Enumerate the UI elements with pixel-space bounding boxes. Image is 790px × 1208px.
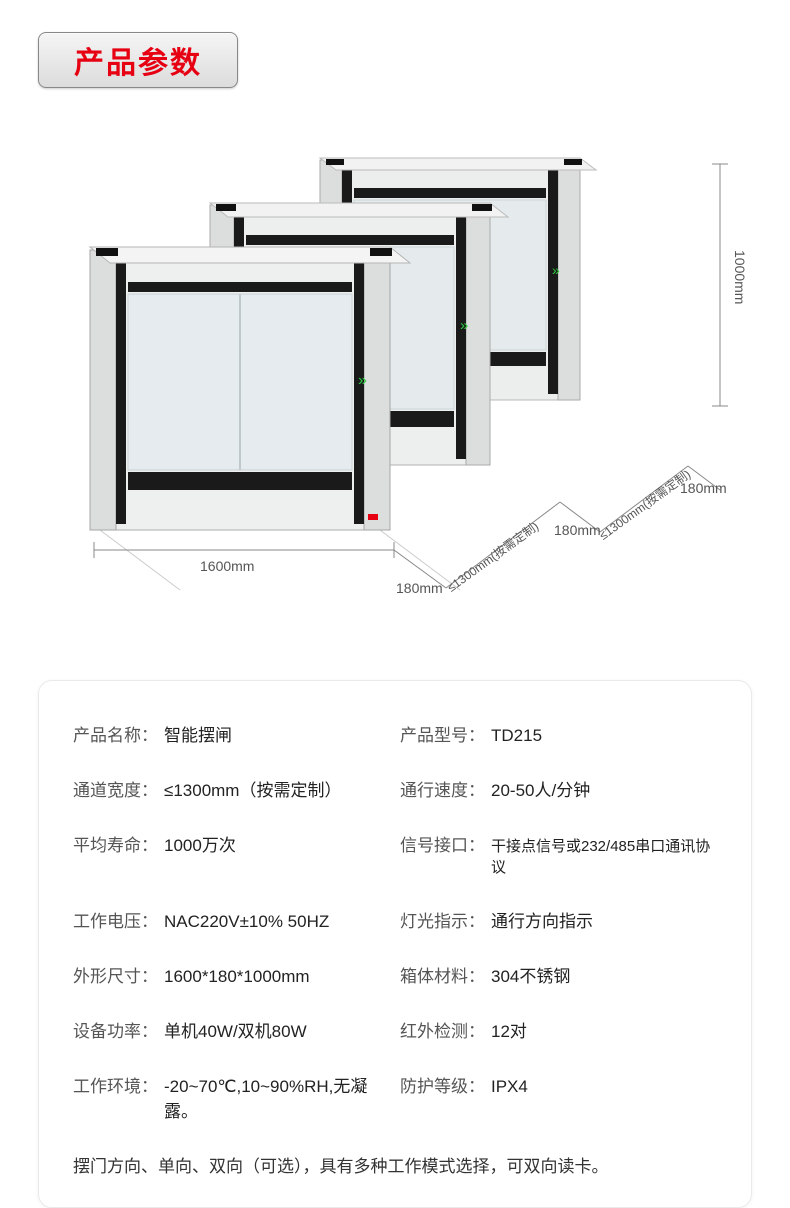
spec-label: 通道宽度： [73,776,158,801]
svg-text:»: » [460,317,468,334]
spec-label: 产品名称： [73,721,158,746]
spec-row: 产品名称：智能摆闸 [73,721,390,746]
dim-depth1: 180mm [396,580,443,596]
spec-row: 通行速度：20-50人/分钟 [400,776,717,801]
dim-depth2: 180mm [554,522,601,538]
spec-label: 外形尺寸： [73,962,158,987]
spec-value: 通行方向指示 [491,907,593,932]
spec-value: 1000万次 [164,831,236,856]
spec-row: 平均寿命：1000万次 [73,831,390,877]
spec-row: 外形尺寸： 1600*180*1000mm [73,962,390,987]
dim-depth3: 180mm [680,480,727,496]
spec-value: TD215 [491,726,542,746]
spec-row: 信号接口：干接点信号或232/485串口通讯协议 [400,831,717,877]
section-title: 产品参数 [74,38,202,82]
section-title-badge: 产品参数 [38,32,238,88]
spec-card: 产品名称：智能摆闸 产品型号：TD215 通道宽度：≤1300mm（按需定制） … [38,680,752,1208]
spec-value: 干接点信号或232/485串口通讯协议 [491,835,717,877]
svg-text:»: » [552,262,560,278]
spec-label: 通行速度： [400,776,485,801]
spec-value: 20-50人/分钟 [491,776,590,801]
spec-row: 产品型号： TD215 [400,721,717,746]
spec-label: 设备功率： [73,1017,158,1042]
svg-text:»: » [358,372,367,389]
spec-label: 红外检测： [400,1017,485,1042]
spec-value: NAC220V±10% 50HZ [164,912,329,932]
spec-value: 智能摆闸 [164,721,232,746]
spec-row: 工作环境：-20~70℃,10~90%RH,无凝露。 [73,1072,390,1122]
dim-height: 1000mm [732,250,748,304]
dim-width: 1600mm [200,558,254,574]
spec-row: 箱体材料：304不锈钢 [400,962,717,987]
spec-value: ≤1300mm（按需定制） [164,776,341,801]
spec-label: 产品型号： [400,721,485,746]
spec-row: 工作电压： NAC220V±10% 50HZ [73,907,390,932]
spec-grid: 产品名称：智能摆闸 产品型号：TD215 通道宽度：≤1300mm（按需定制） … [73,721,717,1122]
spec-row: 防护等级： IPX4 [400,1072,717,1122]
spec-label: 灯光指示： [400,907,485,932]
turnstile-svg: » » [40,130,750,630]
spec-value: 12对 [491,1017,527,1042]
spec-label: 平均寿命： [73,831,158,856]
spec-value: 单机40W/双机80W [164,1017,307,1042]
spec-value: 1600*180*1000mm [164,967,310,987]
spec-label: 防护等级： [400,1072,485,1097]
spec-footer: 摆门方向、单向、双向（可选），具有多种工作模式选择，可双向读卡。 [73,1152,717,1177]
product-diagram: » » [40,130,750,630]
spec-value: -20~70℃,10~90%RH,无凝露。 [164,1072,390,1122]
spec-value: 304不锈钢 [491,962,570,987]
spec-label: 工作电压： [73,907,158,932]
spec-label: 工作环境： [73,1072,158,1097]
spec-row: 通道宽度：≤1300mm（按需定制） [73,776,390,801]
spec-row: 红外检测：12对 [400,1017,717,1042]
spec-row: 设备功率：单机40W/双机80W [73,1017,390,1042]
spec-label: 信号接口： [400,831,485,856]
spec-row: 灯光指示：通行方向指示 [400,907,717,932]
spec-value: IPX4 [491,1077,528,1097]
spec-label: 箱体材料： [400,962,485,987]
